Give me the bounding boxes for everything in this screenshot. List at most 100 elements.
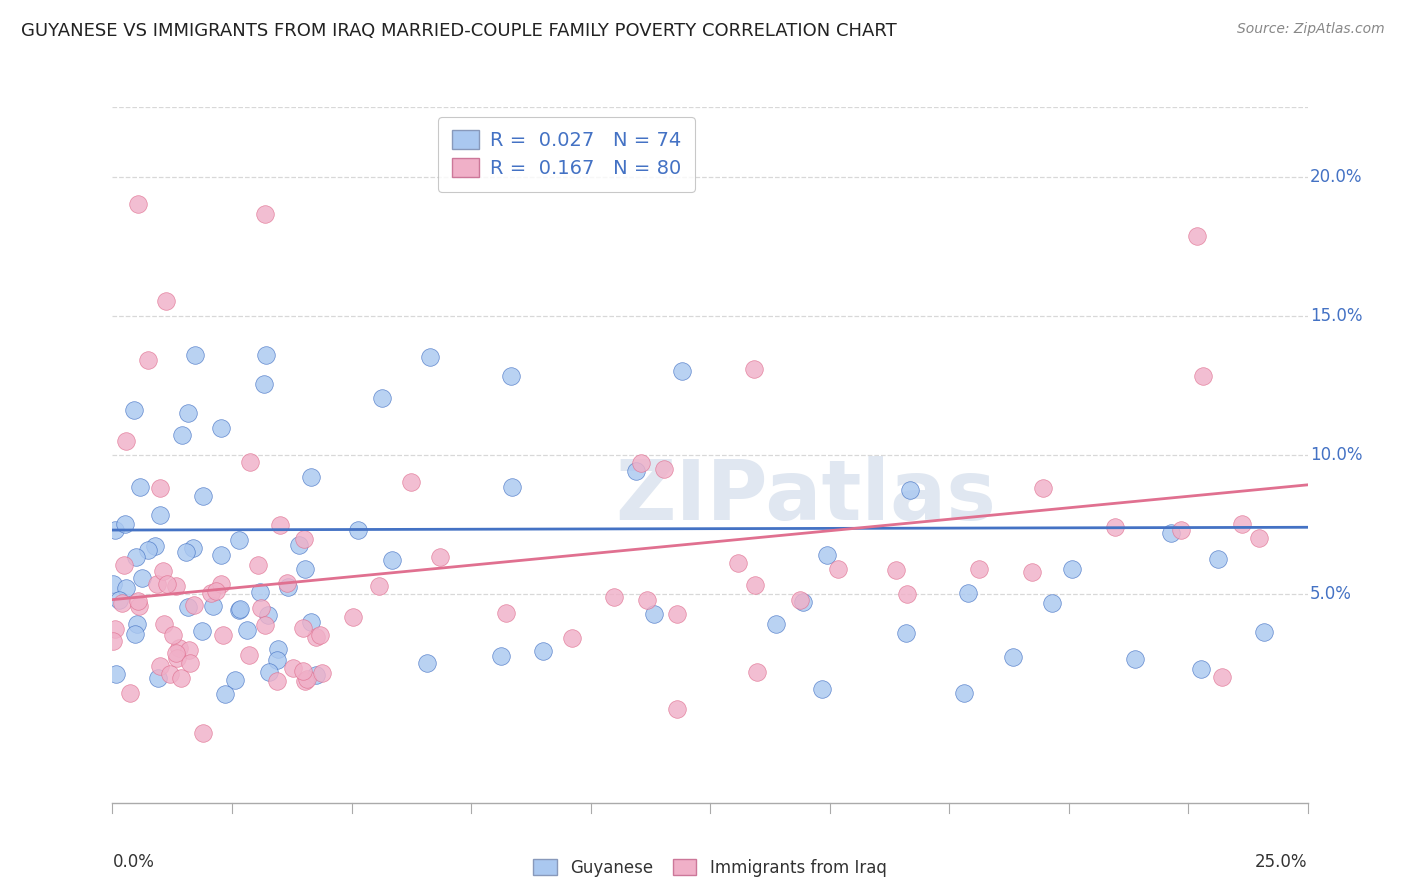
Point bbox=[115, 581, 138, 595]
Point bbox=[228, 533, 250, 547]
Text: GUYANESE VS IMMIGRANTS FROM IRAQ MARRIED-COUPLE FAMILY POVERTY CORRELATION CHART: GUYANESE VS IMMIGRANTS FROM IRAQ MARRIED… bbox=[21, 22, 897, 40]
Point bbox=[1189, 662, 1212, 676]
Point bbox=[250, 601, 273, 615]
Point bbox=[1001, 649, 1024, 664]
Point bbox=[127, 594, 149, 608]
Point bbox=[149, 659, 172, 673]
Point bbox=[214, 687, 236, 701]
Point bbox=[342, 610, 364, 624]
Text: Source: ZipAtlas.com: Source: ZipAtlas.com bbox=[1237, 22, 1385, 37]
Point bbox=[745, 665, 768, 679]
Point bbox=[239, 455, 262, 469]
Text: 0.0%: 0.0% bbox=[112, 853, 155, 871]
Point bbox=[652, 462, 675, 476]
Point bbox=[148, 508, 170, 522]
Point bbox=[101, 633, 124, 648]
Point bbox=[146, 671, 169, 685]
Point bbox=[1249, 531, 1271, 545]
Point bbox=[118, 686, 141, 700]
Point bbox=[177, 599, 200, 614]
Point bbox=[1185, 229, 1208, 244]
Point bbox=[224, 673, 246, 687]
Point bbox=[167, 640, 190, 655]
Point bbox=[636, 592, 658, 607]
Point bbox=[104, 622, 127, 636]
Point bbox=[111, 596, 134, 610]
Point bbox=[1104, 519, 1126, 533]
Point bbox=[501, 369, 523, 384]
Point bbox=[765, 616, 787, 631]
Point bbox=[561, 632, 583, 646]
Point bbox=[183, 541, 205, 555]
Text: 25.0%: 25.0% bbox=[1256, 853, 1308, 871]
Point bbox=[1253, 625, 1275, 640]
Point bbox=[295, 672, 318, 686]
Point bbox=[269, 518, 291, 533]
Point bbox=[1192, 369, 1215, 384]
Point bbox=[381, 553, 404, 567]
Point bbox=[811, 681, 834, 696]
Point bbox=[252, 377, 274, 392]
Point bbox=[212, 628, 235, 642]
Point bbox=[146, 577, 169, 591]
Point bbox=[254, 618, 277, 632]
Point bbox=[429, 549, 451, 564]
Point bbox=[166, 651, 188, 665]
Point bbox=[276, 580, 298, 594]
Point bbox=[127, 197, 149, 211]
Point bbox=[1211, 670, 1233, 684]
Point bbox=[898, 483, 921, 498]
Point bbox=[254, 348, 277, 362]
Point bbox=[114, 434, 136, 449]
Point bbox=[665, 701, 688, 715]
Point bbox=[399, 475, 422, 489]
Point bbox=[603, 590, 626, 604]
Point bbox=[624, 464, 647, 478]
Point bbox=[155, 293, 177, 308]
Point bbox=[209, 548, 232, 562]
Point bbox=[169, 671, 191, 685]
Point bbox=[827, 561, 849, 575]
Point bbox=[347, 523, 370, 537]
Legend: Guyanese, Immigrants from Iraq: Guyanese, Immigrants from Iraq bbox=[524, 850, 896, 885]
Point bbox=[489, 649, 512, 664]
Point bbox=[236, 624, 259, 638]
Point bbox=[191, 489, 214, 503]
Point bbox=[209, 421, 232, 435]
Point bbox=[742, 362, 765, 376]
Point bbox=[124, 402, 146, 417]
Point bbox=[128, 599, 150, 614]
Point bbox=[967, 561, 990, 575]
Point bbox=[305, 668, 328, 682]
Point bbox=[501, 480, 523, 494]
Point bbox=[276, 576, 298, 591]
Point bbox=[104, 667, 127, 681]
Point bbox=[304, 630, 326, 644]
Point bbox=[368, 579, 391, 593]
Point bbox=[124, 626, 146, 640]
Point bbox=[299, 615, 322, 630]
Point bbox=[531, 644, 554, 658]
Point bbox=[179, 656, 201, 670]
Point bbox=[143, 539, 166, 553]
Text: 15.0%: 15.0% bbox=[1310, 307, 1362, 325]
Point bbox=[162, 628, 184, 642]
Point bbox=[183, 599, 205, 613]
Point bbox=[815, 548, 838, 562]
Point bbox=[792, 595, 814, 609]
Point bbox=[125, 550, 148, 565]
Point bbox=[1021, 565, 1043, 579]
Text: 5.0%: 5.0% bbox=[1310, 585, 1351, 603]
Point bbox=[103, 577, 125, 591]
Point bbox=[201, 599, 224, 614]
Point bbox=[170, 428, 193, 442]
Point bbox=[257, 607, 280, 622]
Point bbox=[191, 624, 214, 638]
Point bbox=[254, 207, 277, 221]
Point bbox=[266, 673, 288, 688]
Point bbox=[149, 481, 172, 495]
Point bbox=[789, 593, 811, 607]
Point bbox=[1170, 524, 1192, 538]
Point bbox=[200, 585, 222, 599]
Point bbox=[288, 538, 311, 552]
